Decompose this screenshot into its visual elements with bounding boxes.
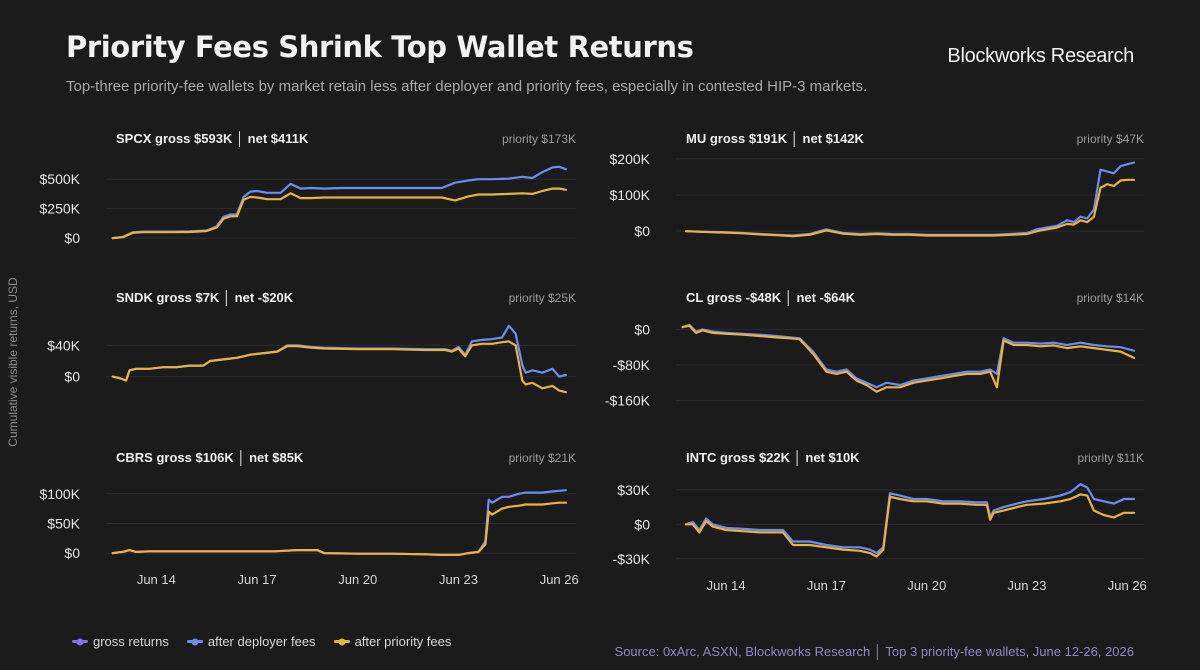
series-line-deployer xyxy=(684,483,1136,555)
panel-header: INTC gross $22K │ net $10K xyxy=(686,450,860,466)
source-note: Source: 0xArc, ASXN, Blockworks Research… xyxy=(614,644,1134,659)
series-line-deployer xyxy=(111,165,567,240)
y-tick-label: $30K xyxy=(617,482,650,498)
legend-swatch-gross xyxy=(72,640,88,643)
x-tick-label: Jun 23 xyxy=(1007,578,1046,593)
y-tick-label: -$30K xyxy=(613,551,651,567)
chart-title: Priority Fees Shrink Top Wallet Returns xyxy=(66,30,694,64)
legend-label: gross returns xyxy=(93,634,169,649)
panel-header: SPCX gross $593K │ net $411K xyxy=(116,131,309,147)
priority-note: priority $25K xyxy=(509,291,576,305)
y-tick-label: $250K xyxy=(40,201,81,217)
legend: gross returns after deployer fees after … xyxy=(72,634,451,649)
y-tick-label: $40K xyxy=(47,337,80,353)
y-tick-label: $0 xyxy=(634,321,650,337)
priority-note: priority $173K xyxy=(502,132,576,146)
chart-subtitle: Top-three priority-fee wallets by market… xyxy=(66,78,868,95)
y-tick-label: $200K xyxy=(610,151,651,167)
legend-swatch-deployer xyxy=(186,640,203,643)
priority-note: priority $47K xyxy=(1077,132,1144,146)
y-tick-label: $0 xyxy=(64,230,80,246)
y-tick-label: -$160K xyxy=(605,393,651,409)
legend-item-deployer: after deployer fees xyxy=(186,634,316,649)
y-tick-label: $500K xyxy=(40,171,81,187)
legend-item-gross: gross returns xyxy=(72,634,169,649)
series-line-deployer xyxy=(111,324,567,382)
x-tick-label: Jun 14 xyxy=(137,572,176,587)
legend-label: after priority fees xyxy=(354,634,452,649)
x-tick-label: Jun 26 xyxy=(540,572,579,587)
y-tick-label: $50K xyxy=(47,515,80,531)
panel-header: SNDK gross $7K │ net -$20K xyxy=(116,290,294,306)
x-tick-label: Jun 20 xyxy=(338,572,377,587)
x-tick-label: Jun 17 xyxy=(238,572,277,587)
legend-item-priority: after priority fees xyxy=(333,634,452,649)
x-tick-label: Jun 20 xyxy=(907,578,946,593)
panel-header: CBRS gross $106K │ net $85K xyxy=(116,450,304,466)
y-tick-label: $0 xyxy=(64,369,80,385)
series-line-priority xyxy=(684,493,1136,558)
x-tick-label: Jun 14 xyxy=(707,578,746,593)
x-tick-label: Jun 23 xyxy=(439,572,478,587)
series-line-deployer xyxy=(111,489,567,556)
priority-note: priority $11K xyxy=(1078,451,1144,465)
y-tick-label: $100K xyxy=(40,486,81,502)
series-line-priority xyxy=(111,187,567,240)
series-line-priority xyxy=(684,178,1136,238)
y-tick-label: $0 xyxy=(634,223,650,239)
panel-header: CL gross -$48K │ net -$64K xyxy=(686,290,856,306)
y-tick-label: -$80K xyxy=(613,357,651,373)
priority-note: priority $14K xyxy=(1077,291,1144,305)
series-line-priority xyxy=(111,501,567,556)
panel-header: MU gross $191K │ net $142K xyxy=(686,131,865,147)
y-tick-label: $100K xyxy=(610,187,651,203)
y-tick-label: $0 xyxy=(634,516,650,532)
legend-swatch-priority xyxy=(333,640,350,643)
x-tick-label: Jun 26 xyxy=(1108,578,1147,593)
series-line-priority xyxy=(681,324,1136,393)
brand-logo-text: Blockworks Research xyxy=(947,45,1134,67)
series-line-priority xyxy=(111,340,567,394)
legend-label: after deployer fees xyxy=(207,634,316,649)
priority-note: priority $21K xyxy=(509,451,576,465)
x-tick-label: Jun 17 xyxy=(807,578,846,593)
y-tick-label: $0 xyxy=(64,545,80,561)
